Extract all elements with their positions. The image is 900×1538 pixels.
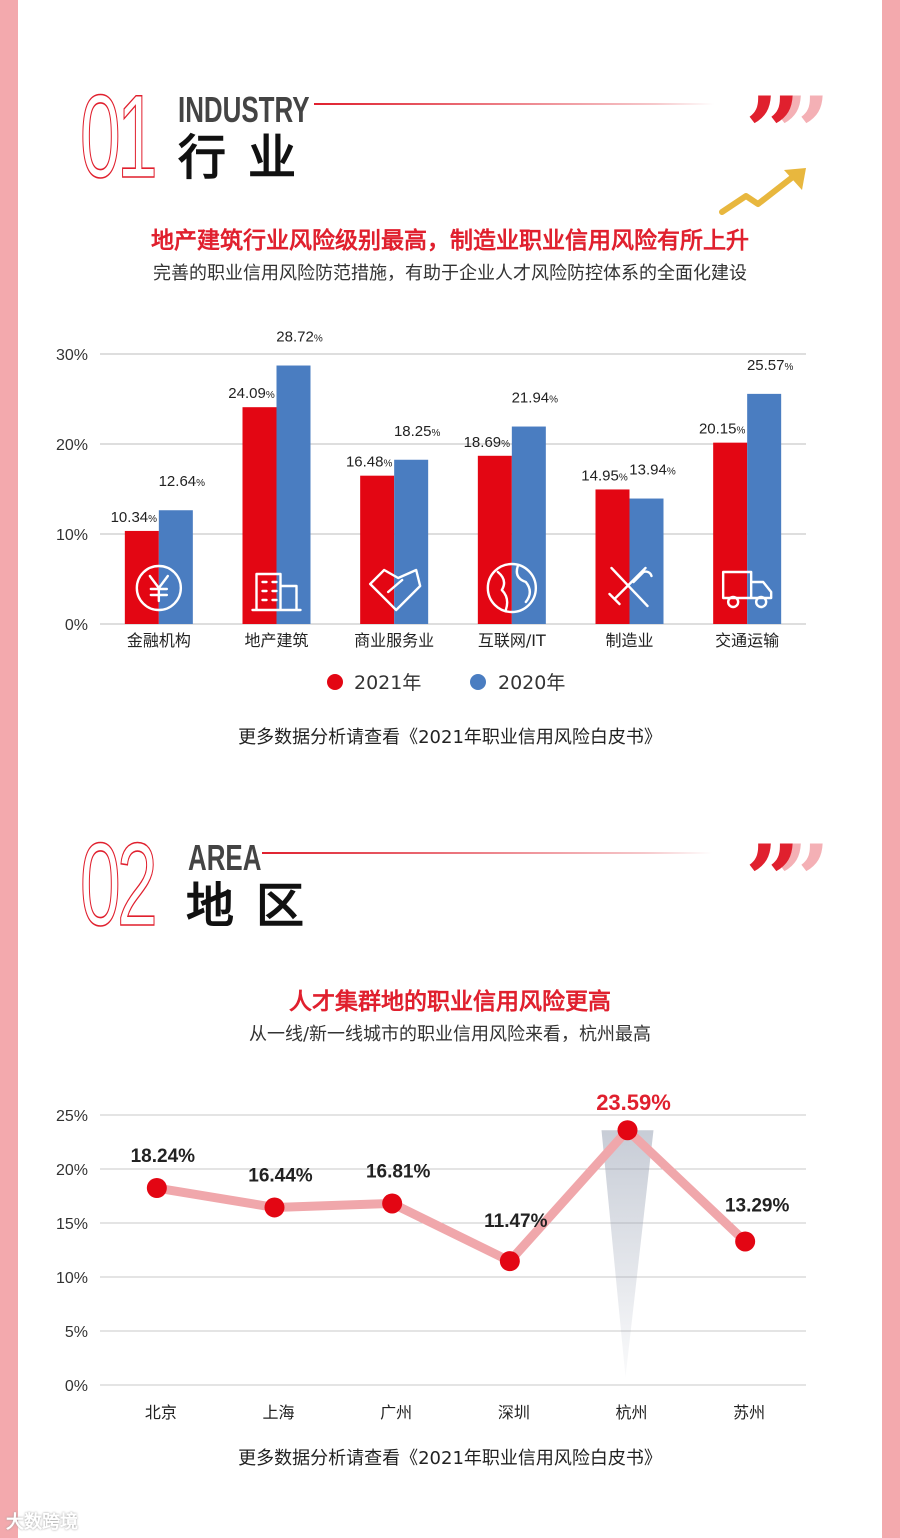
section-divider-line-2 xyxy=(262,852,712,854)
highlight-cone xyxy=(601,1130,654,1377)
section-number-02: 02 xyxy=(80,819,159,951)
data-point xyxy=(499,1251,520,1272)
bar-2021 xyxy=(242,407,277,624)
quote-mark-icon-2-shadow: ” xyxy=(775,824,831,937)
y-tick-label: 20% xyxy=(56,437,88,454)
industry-footnote: 更多数据分析请查看《2021年职业信用风险白皮书》 xyxy=(238,727,662,748)
x-category-label: 地产建筑 xyxy=(244,631,308,650)
data-label-2021: 18.69% xyxy=(464,434,511,451)
bar-chart-legend: 2021年 2020年 xyxy=(327,672,565,694)
y-tick-label: 20% xyxy=(56,1162,88,1179)
x-category-label: 商业服务业 xyxy=(354,631,434,650)
bar-2020 xyxy=(747,393,782,624)
data-label: 11.47% xyxy=(484,1211,547,1232)
area-headline: 人才集群地的职业信用风险更高 xyxy=(289,989,611,1015)
data-label-2020: 18.25% xyxy=(394,423,441,440)
quote-mark-icon-shadow: ” xyxy=(775,76,831,189)
data-point xyxy=(382,1193,403,1214)
data-label-2020: 25.57% xyxy=(747,357,794,374)
data-label: 16.81% xyxy=(366,1161,431,1182)
y-tick-label: 0% xyxy=(65,617,88,634)
right-border-strip xyxy=(882,0,900,1538)
data-point xyxy=(264,1197,285,1218)
quote-mark-icon-2: ” xyxy=(745,824,801,937)
truck-icon xyxy=(721,570,773,609)
section-cn-title-area: 地区 xyxy=(186,878,327,934)
x-category-label: 上海 xyxy=(262,1403,294,1422)
globe-icon xyxy=(486,562,538,614)
y-tick-label: 25% xyxy=(56,1108,88,1125)
industry-subline: 完善的职业信用风险防范措施，有助于企业人才风险防控体系的全面化建设 xyxy=(153,263,747,284)
area-line-chart: 0% 5% 10% 15% 20% 25% 18.24% 北京 16.44% 上海 16.81% 广州… xyxy=(56,1090,806,1422)
data-label-2020: 21.94% xyxy=(512,390,559,407)
bar-2021 xyxy=(713,442,748,624)
x-category-label: 深圳 xyxy=(498,1403,530,1422)
data-point xyxy=(146,1178,167,1199)
y-tick-label: 15% xyxy=(56,1216,88,1233)
legend-marker-2020 xyxy=(470,674,486,690)
risk-line xyxy=(152,1125,750,1266)
data-label: 16.44% xyxy=(248,1165,313,1186)
industry-headline: 地产建筑行业风险级别最高，制造业职业信用风险有所上升 xyxy=(151,228,749,254)
x-category-label: 制造业 xyxy=(605,631,653,650)
section-en-title-area: AREA xyxy=(188,837,262,878)
x-category-label: 杭州 xyxy=(615,1403,647,1422)
bar-2020 xyxy=(276,365,311,624)
x-category-label: 交通运输 xyxy=(715,631,779,650)
data-label-2021: 16.48% xyxy=(346,454,393,471)
data-label-2021: 24.09% xyxy=(228,385,275,402)
area-subline: 从一线/新一线城市的职业信用风险来看，杭州最高 xyxy=(248,1024,652,1045)
data-point xyxy=(617,1120,638,1141)
section-number-01: 01 xyxy=(80,71,159,203)
data-label-2021: 10.34% xyxy=(111,509,158,526)
legend-label-2021: 2021年 xyxy=(354,672,421,694)
rising-arrow-icon xyxy=(719,168,806,215)
bar-2020 xyxy=(394,459,429,624)
legend-label-2020: 2020年 xyxy=(498,672,565,694)
bar-chart-grid xyxy=(100,353,806,625)
x-category-label: 苏州 xyxy=(733,1403,765,1422)
y-tick-label: 0% xyxy=(65,1378,88,1395)
line-chart-grid xyxy=(100,1114,806,1386)
legend-marker-2021 xyxy=(327,674,343,690)
data-label-2021: 20.15% xyxy=(699,421,746,438)
y-tick-label: 10% xyxy=(56,527,88,544)
left-border-strip xyxy=(0,0,18,1538)
brand-logo: 大数跨境 xyxy=(6,1512,78,1533)
tools-icon xyxy=(608,566,653,608)
industry-bar-chart: 0% 10% 20% 30% 10.34% 12.64% 金融机构 24.09% 28.72% 地… xyxy=(56,329,806,694)
x-category-label: 互联网/IT xyxy=(478,631,546,650)
bar-2021 xyxy=(595,489,630,624)
data-label: 23.59% xyxy=(596,1090,671,1115)
yen-icon xyxy=(135,564,183,612)
data-label-2020: 12.64% xyxy=(159,473,206,490)
bar-2021 xyxy=(360,475,395,624)
x-category-label: 金融机构 xyxy=(127,631,191,650)
x-category-label: 北京 xyxy=(145,1403,177,1422)
y-tick-label: 10% xyxy=(56,1270,88,1287)
handshake-icon xyxy=(368,568,422,612)
data-label-2020: 28.72% xyxy=(276,329,323,346)
y-tick-label: 5% xyxy=(65,1324,88,1341)
data-label: 18.24% xyxy=(131,1146,196,1167)
data-label-2021: 14.95% xyxy=(581,467,628,484)
quote-mark-icon: ” xyxy=(745,76,801,189)
section-cn-title-industry: 行业 xyxy=(178,130,319,186)
data-point xyxy=(735,1231,756,1252)
y-tick-label: 30% xyxy=(56,347,88,364)
data-label: 13.29% xyxy=(725,1195,790,1216)
data-label-2020: 13.94% xyxy=(629,462,676,479)
area-footnote: 更多数据分析请查看《2021年职业信用风险白皮书》 xyxy=(238,1448,662,1469)
bar-2020 xyxy=(629,498,664,624)
section-divider-line xyxy=(314,103,714,105)
building-icon xyxy=(251,572,302,612)
section-en-title-industry: INDUSTRY xyxy=(178,89,310,130)
x-category-label: 广州 xyxy=(380,1403,412,1422)
